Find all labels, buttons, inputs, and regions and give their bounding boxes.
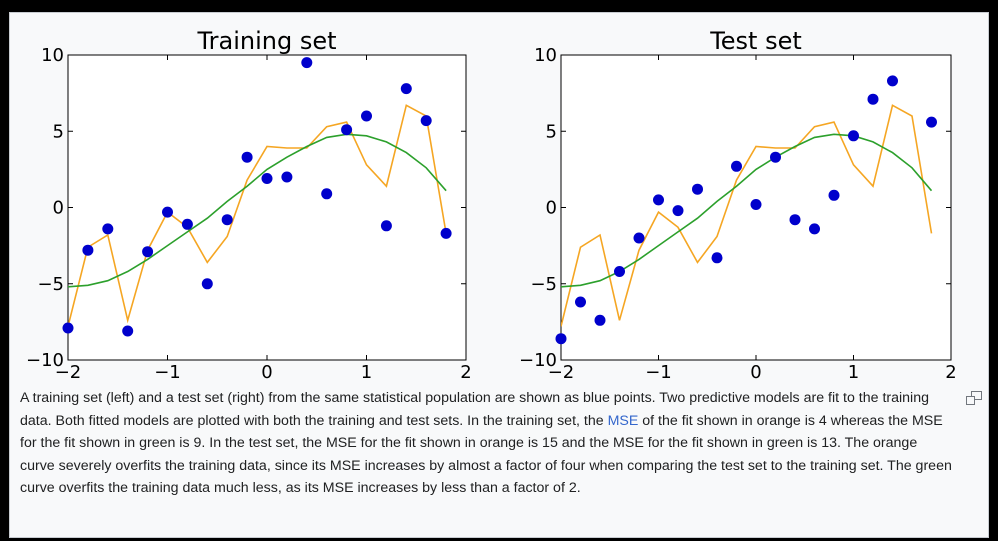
data-point	[261, 173, 273, 184]
data-point	[420, 115, 432, 127]
y-tick-label: −10	[26, 350, 64, 371]
x-tick-label: −1	[645, 362, 672, 383]
data-point	[102, 223, 114, 235]
data-point	[400, 83, 412, 95]
data-point	[750, 199, 762, 210]
caption-text-1: A training set (left) and a test set (ri…	[20, 390, 929, 429]
data-point	[162, 206, 173, 218]
data-point	[926, 116, 937, 128]
y-tick-label: 5	[53, 121, 64, 142]
orange-fit-line	[561, 104, 933, 327]
data-point	[692, 183, 703, 195]
data-point	[731, 160, 742, 172]
data-point	[828, 189, 840, 201]
data-point	[594, 314, 606, 326]
x-tick-label: 1	[848, 362, 859, 383]
x-tick-label: 1	[361, 362, 372, 383]
data-point	[575, 296, 586, 308]
y-tick-label: 10	[41, 45, 64, 66]
x-tick-label: 2	[460, 362, 471, 383]
data-point	[711, 252, 723, 264]
y-tick-label: 0	[546, 198, 557, 219]
data-point	[82, 244, 94, 256]
plot-layer	[68, 104, 447, 327]
data-point	[555, 333, 567, 345]
data-point	[653, 194, 664, 206]
data-point	[181, 218, 193, 230]
x-tick-label: 0	[750, 362, 761, 383]
x-tick-label: −2	[55, 362, 82, 383]
figure-caption: A training set (left) and a test set (ri…	[20, 387, 955, 500]
x-tick-label: −1	[154, 362, 181, 383]
plot-area	[67, 54, 467, 361]
data-point	[440, 227, 452, 239]
x-tick-label: −2	[548, 362, 575, 383]
data-point	[122, 325, 134, 337]
data-point	[281, 171, 293, 183]
y-tick-label: 0	[53, 198, 64, 219]
data-point	[221, 214, 233, 226]
x-tick-label: 0	[261, 362, 272, 383]
chart-title: Test set	[709, 27, 802, 55]
figure-frame: −2 −1 0 1 2 −10 −5 0 5 10 Training set −2 −1 0 1 2 −10−…	[9, 12, 989, 538]
y-tick-label: −10	[519, 350, 557, 371]
data-point	[361, 110, 372, 122]
data-point	[848, 130, 859, 142]
data-point	[809, 223, 820, 235]
data-point	[62, 322, 74, 334]
data-point	[301, 57, 313, 69]
enlarge-icon[interactable]	[966, 391, 982, 405]
data-point	[142, 246, 154, 258]
x-tick-label: 2	[945, 362, 956, 383]
orange-fit-line	[68, 104, 447, 327]
data-point	[241, 151, 253, 163]
y-tick-label: −5	[37, 274, 64, 295]
data-point	[201, 278, 213, 290]
caption-text-2: of the fit shown in orange is 4 whereas …	[20, 412, 952, 497]
green-fit-line	[68, 133, 447, 288]
y-tick-label: −5	[530, 274, 557, 295]
data-point	[789, 214, 801, 226]
data-point	[633, 232, 645, 244]
data-point	[672, 205, 684, 217]
chart-title: Training set	[196, 27, 336, 55]
y-tick-label: 10	[534, 45, 557, 66]
data-point	[887, 75, 898, 87]
data-point	[614, 266, 625, 277]
data-point	[321, 188, 333, 200]
data-point	[770, 151, 781, 163]
mse-link[interactable]: MSE	[607, 412, 639, 429]
data-point	[380, 220, 392, 232]
data-point	[341, 124, 353, 136]
data-point	[867, 93, 879, 105]
y-tick-label: 5	[546, 121, 557, 142]
